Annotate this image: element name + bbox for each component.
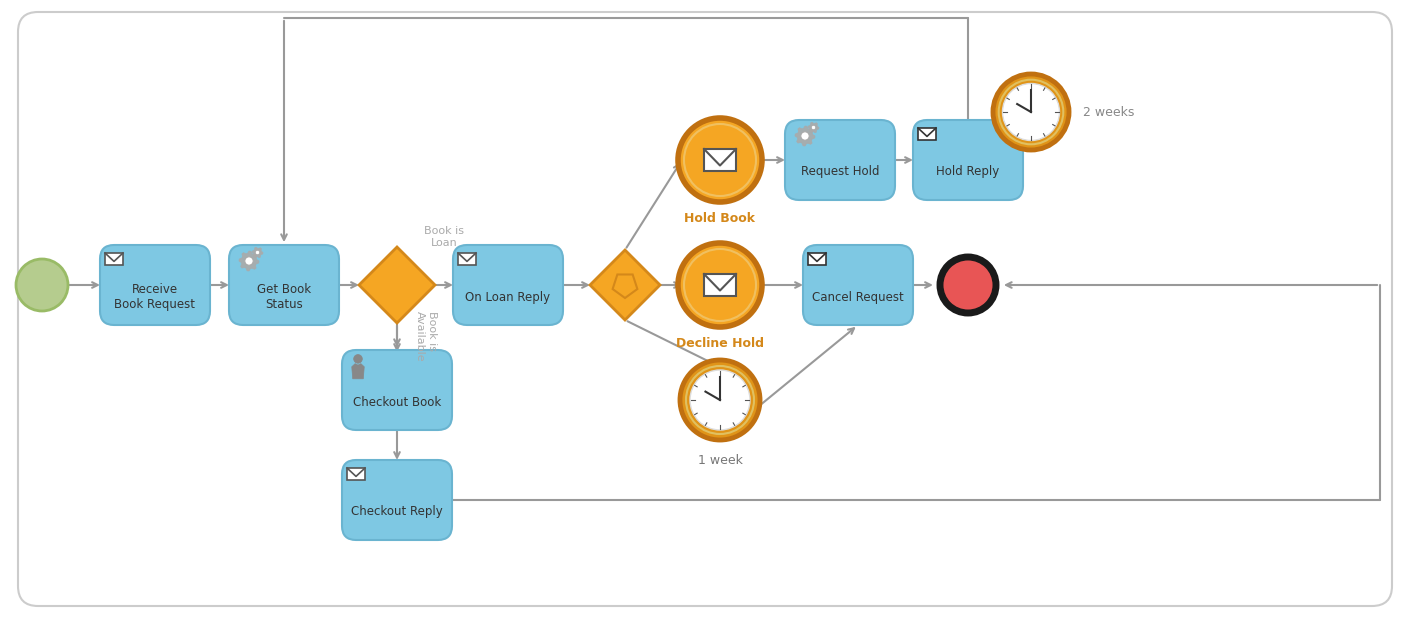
Text: On Loan Reply: On Loan Reply: [466, 291, 551, 304]
Circle shape: [993, 74, 1069, 150]
Bar: [457, 253, 476, 265]
Polygon shape: [795, 126, 815, 146]
Bar: [104, 253, 123, 265]
Circle shape: [16, 259, 68, 311]
Text: Checkout Book: Checkout Book: [353, 396, 441, 409]
Circle shape: [940, 257, 995, 313]
Text: 1 week: 1 week: [698, 454, 743, 467]
Text: Hold Reply: Hold Reply: [936, 166, 1000, 178]
FancyBboxPatch shape: [229, 245, 339, 325]
Circle shape: [683, 124, 755, 196]
FancyBboxPatch shape: [342, 460, 452, 540]
FancyBboxPatch shape: [100, 245, 210, 325]
Bar: [705, 274, 736, 296]
Bar: [808, 253, 826, 265]
Text: Cancel Request: Cancel Request: [812, 291, 904, 304]
Text: Checkout Reply: Checkout Reply: [352, 505, 443, 519]
Text: Hold Book: Hold Book: [685, 212, 755, 225]
Bar: [918, 128, 936, 140]
Polygon shape: [239, 251, 258, 271]
Polygon shape: [359, 247, 435, 323]
Polygon shape: [251, 247, 263, 258]
Text: Request Hold: Request Hold: [801, 166, 880, 178]
Polygon shape: [808, 122, 819, 133]
Circle shape: [998, 79, 1063, 144]
FancyBboxPatch shape: [785, 120, 895, 200]
Bar: [347, 468, 364, 480]
Bar: [705, 149, 736, 171]
Text: Get Book
Status: Get Book Status: [257, 283, 311, 311]
Text: Decline Hold: Decline Hold: [676, 337, 764, 350]
Text: Book is
Available: Book is Available: [415, 310, 436, 361]
Text: Book is
Loan: Book is Loan: [424, 226, 465, 248]
Circle shape: [812, 125, 816, 130]
Circle shape: [353, 355, 363, 363]
Circle shape: [801, 132, 809, 140]
Circle shape: [244, 257, 253, 265]
Polygon shape: [352, 364, 364, 379]
FancyBboxPatch shape: [18, 12, 1392, 606]
Circle shape: [690, 370, 750, 430]
Text: 2 weeks: 2 weeks: [1083, 106, 1134, 119]
Circle shape: [1003, 83, 1059, 140]
Circle shape: [681, 360, 760, 440]
Circle shape: [256, 250, 260, 255]
Circle shape: [683, 249, 755, 321]
FancyBboxPatch shape: [803, 245, 914, 325]
FancyBboxPatch shape: [453, 245, 563, 325]
FancyBboxPatch shape: [914, 120, 1024, 200]
FancyBboxPatch shape: [342, 350, 452, 430]
Circle shape: [678, 243, 762, 327]
Circle shape: [686, 366, 754, 434]
Polygon shape: [590, 250, 659, 320]
Circle shape: [678, 118, 762, 202]
Text: Receive
Book Request: Receive Book Request: [114, 283, 195, 311]
